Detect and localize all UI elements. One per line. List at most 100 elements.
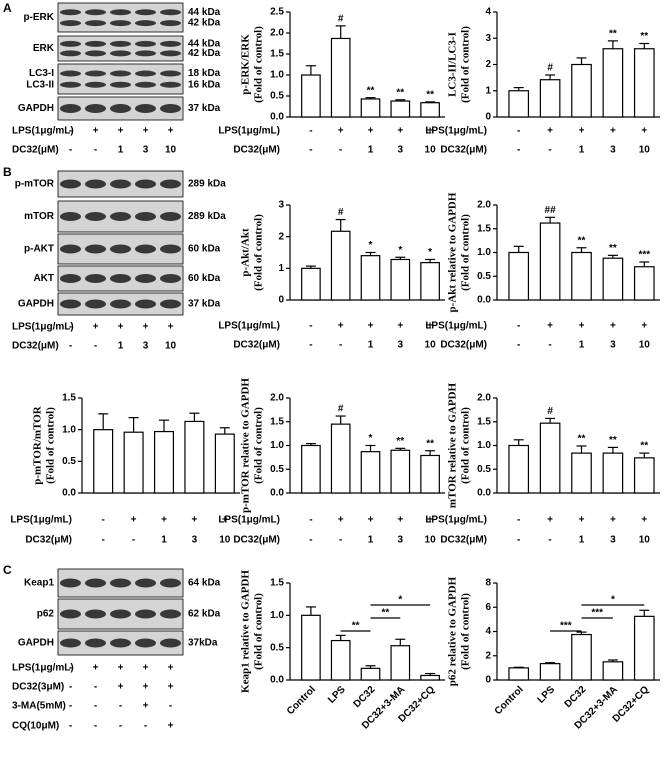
blot-row-label: p62 <box>37 609 55 620</box>
significance: # <box>338 14 344 25</box>
condition-value: 10 <box>219 535 231 546</box>
bar <box>602 48 624 118</box>
blot-band <box>85 104 106 113</box>
comparison-label: * <box>611 595 615 606</box>
blot-band <box>60 578 81 588</box>
blot-band <box>85 20 106 27</box>
y-tick-label: 8 <box>485 578 491 589</box>
y-axis-label: p62 relative to GAPDH <box>447 576 459 686</box>
significance: ** <box>640 31 648 42</box>
y-axis-label: p-mTOR/mTOR <box>32 405 44 484</box>
bar <box>508 667 530 681</box>
blot-band <box>135 40 156 47</box>
bar <box>420 262 440 301</box>
y-axis-label: (Fold of control) <box>460 214 472 291</box>
significance: ** <box>578 235 586 246</box>
condition-label: LPS(1μg/mL) <box>218 321 280 332</box>
bar <box>571 251 592 301</box>
blot-band <box>135 104 156 113</box>
blot-band <box>110 638 131 648</box>
blot-band <box>110 274 131 283</box>
bar <box>420 454 440 494</box>
condition-value: - <box>517 340 520 351</box>
blot-band <box>60 244 81 254</box>
blot-band <box>60 299 81 309</box>
condition-value: + <box>579 126 585 137</box>
condition-value: - <box>339 535 342 546</box>
blot-band <box>160 104 181 113</box>
condition-value: + <box>168 682 174 693</box>
blot-band <box>85 179 106 189</box>
blot-band <box>135 212 156 221</box>
condition-value: 3 <box>192 535 198 546</box>
y-tick-label: 1.5 <box>477 223 491 234</box>
bar <box>420 674 440 681</box>
condition-label: LPS(1μg/mL) <box>218 126 280 137</box>
y-tick-label: 0 <box>485 675 491 686</box>
blot-strip <box>57 2 184 33</box>
blot-band <box>160 274 181 283</box>
y-tick-label: 4 <box>485 7 491 18</box>
condition-label: LPS(1μg/mL) <box>218 515 280 526</box>
condition-value: + <box>222 515 228 526</box>
kda-label: 37 kDa <box>188 299 221 310</box>
condition-value: - <box>517 515 520 526</box>
y-tick-label: 3 <box>278 200 284 211</box>
condition-value: 10 <box>425 340 437 351</box>
condition-value: + <box>368 321 374 332</box>
condition-value: - <box>102 535 105 546</box>
condition-value: - <box>309 535 312 546</box>
y-tick-label: 1.0 <box>477 247 491 258</box>
bar <box>390 258 411 301</box>
y-tick-label: 2.0 <box>477 393 491 404</box>
condition-value: 10 <box>165 145 177 156</box>
condition-value: - <box>102 515 105 526</box>
significance: ** <box>367 85 375 96</box>
bar <box>330 37 351 118</box>
blot-band <box>135 9 156 16</box>
condition-value: - <box>94 701 97 712</box>
y-tick-label: 0.5 <box>270 642 284 653</box>
y-tick-label: 1.0 <box>270 70 284 81</box>
blot-band <box>110 50 131 57</box>
blot-strip <box>57 63 184 95</box>
condition-label: DC32(μM) <box>12 341 59 352</box>
bar <box>360 98 381 118</box>
significance: ** <box>609 243 617 254</box>
condition-value: 10 <box>165 341 177 352</box>
blot-band <box>60 9 81 16</box>
comparison-label: *** <box>591 608 603 619</box>
condition-value: - <box>309 145 312 156</box>
condition-value: + <box>579 515 585 526</box>
bar <box>153 430 175 494</box>
condition-value: + <box>427 515 433 526</box>
bar <box>390 645 411 681</box>
blot-band <box>135 70 156 77</box>
blot-band <box>135 179 156 189</box>
bar <box>571 633 592 681</box>
condition-value: - <box>309 515 312 526</box>
blot-band <box>160 638 181 648</box>
y-axis-label: p-ERK/ERK <box>240 34 252 95</box>
y-tick-label: 0.0 <box>270 488 284 499</box>
bar <box>360 667 381 681</box>
condition-value: 1 <box>368 340 374 351</box>
significance: * <box>369 240 373 251</box>
condition-value: + <box>93 663 99 674</box>
condition-value: + <box>168 126 174 137</box>
y-tick-label: 1.0 <box>270 610 284 621</box>
y-tick-label: 1.5 <box>270 416 284 427</box>
bar <box>301 267 321 301</box>
blot-band <box>160 50 181 57</box>
condition-value: + <box>118 126 124 137</box>
blot-row-label: p-mTOR <box>15 179 55 190</box>
condition-value: + <box>118 322 124 333</box>
condition-value: + <box>143 663 149 674</box>
condition-value: + <box>641 515 647 526</box>
y-tick-label: 2 <box>485 650 491 661</box>
blot-band <box>110 81 131 88</box>
blot-band <box>85 50 106 57</box>
blot-band <box>110 212 131 221</box>
significance: # <box>338 207 344 218</box>
bar <box>301 74 321 118</box>
